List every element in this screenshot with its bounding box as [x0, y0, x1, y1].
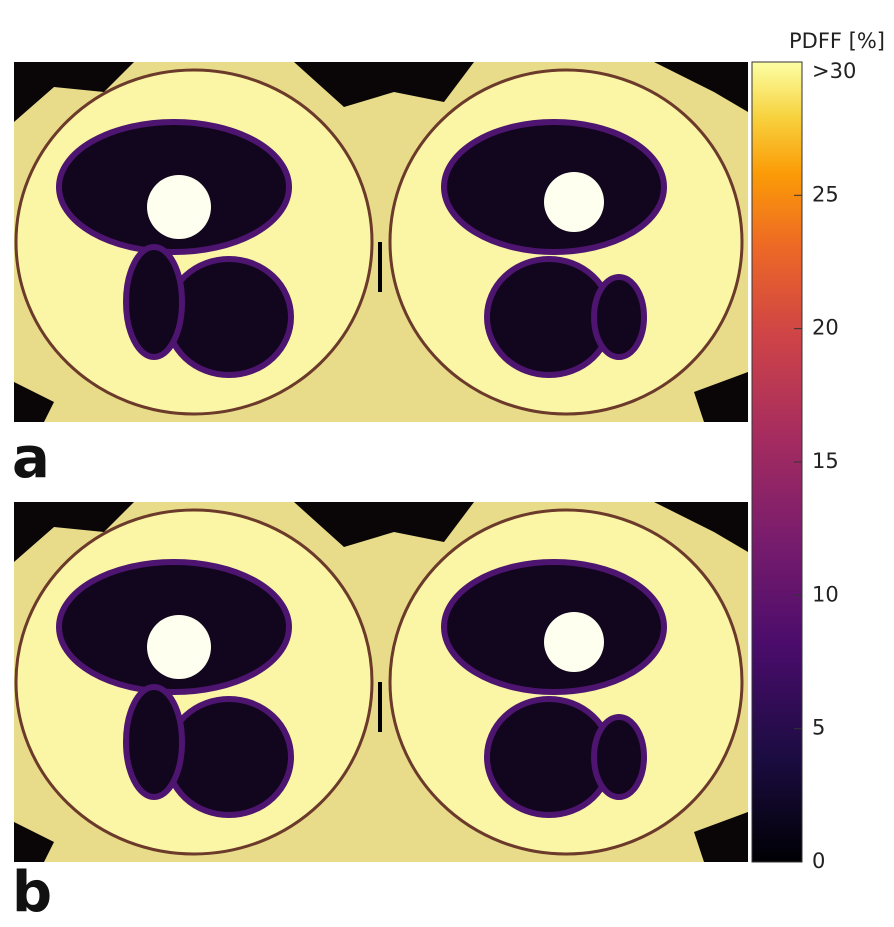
tick-label: 25 [812, 182, 839, 206]
panel-label: b [12, 860, 52, 923]
tick-label: >30 [812, 59, 856, 83]
tick-label: 10 [812, 582, 839, 606]
colorbar-ticks: 0 5 10 15 20 25 >30 [794, 59, 856, 873]
tick-label: 0 [812, 849, 825, 873]
tick-label: 20 [812, 316, 839, 340]
colorbar [751, 61, 803, 863]
mri-image [14, 502, 748, 862]
mri-image [14, 62, 748, 422]
colorbar-title: PDFF [%] [789, 29, 885, 53]
panel-label: a [12, 426, 50, 491]
tick-label: 5 [812, 716, 825, 740]
tick-label: 15 [812, 449, 839, 473]
